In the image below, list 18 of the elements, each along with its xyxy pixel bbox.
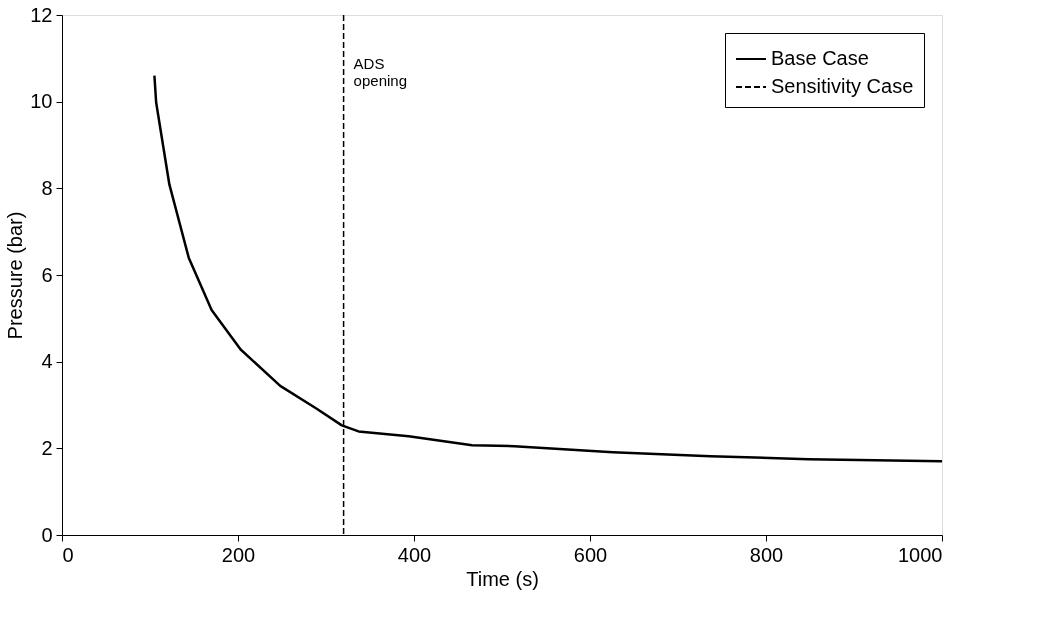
x-tick-label: 200	[221, 543, 256, 566]
x-tick-label: 800	[749, 543, 784, 566]
y-tick-label: 6	[41, 263, 53, 286]
y-axis-title: Pressure (bar)	[4, 211, 27, 340]
y-tick-label: 4	[41, 350, 53, 373]
y-tick-label: 2	[41, 436, 53, 459]
legend-label: Base Case	[771, 47, 869, 69]
y-tick-label: 12	[30, 3, 53, 26]
x-tick-label: 1000	[898, 543, 943, 566]
x-tick-label: 600	[573, 543, 608, 566]
ref-line-label: ADS opening	[353, 54, 407, 89]
y-tick-label: 10	[30, 90, 53, 113]
legend-label: Sensitivity Case	[771, 75, 914, 97]
x-axis-title: Time (s)	[466, 567, 539, 590]
x-tick-label: 0	[62, 543, 74, 566]
y-tick-label: 8	[41, 176, 53, 199]
y-tick-label: 0	[41, 523, 53, 546]
x-tick-label: 400	[397, 543, 432, 566]
